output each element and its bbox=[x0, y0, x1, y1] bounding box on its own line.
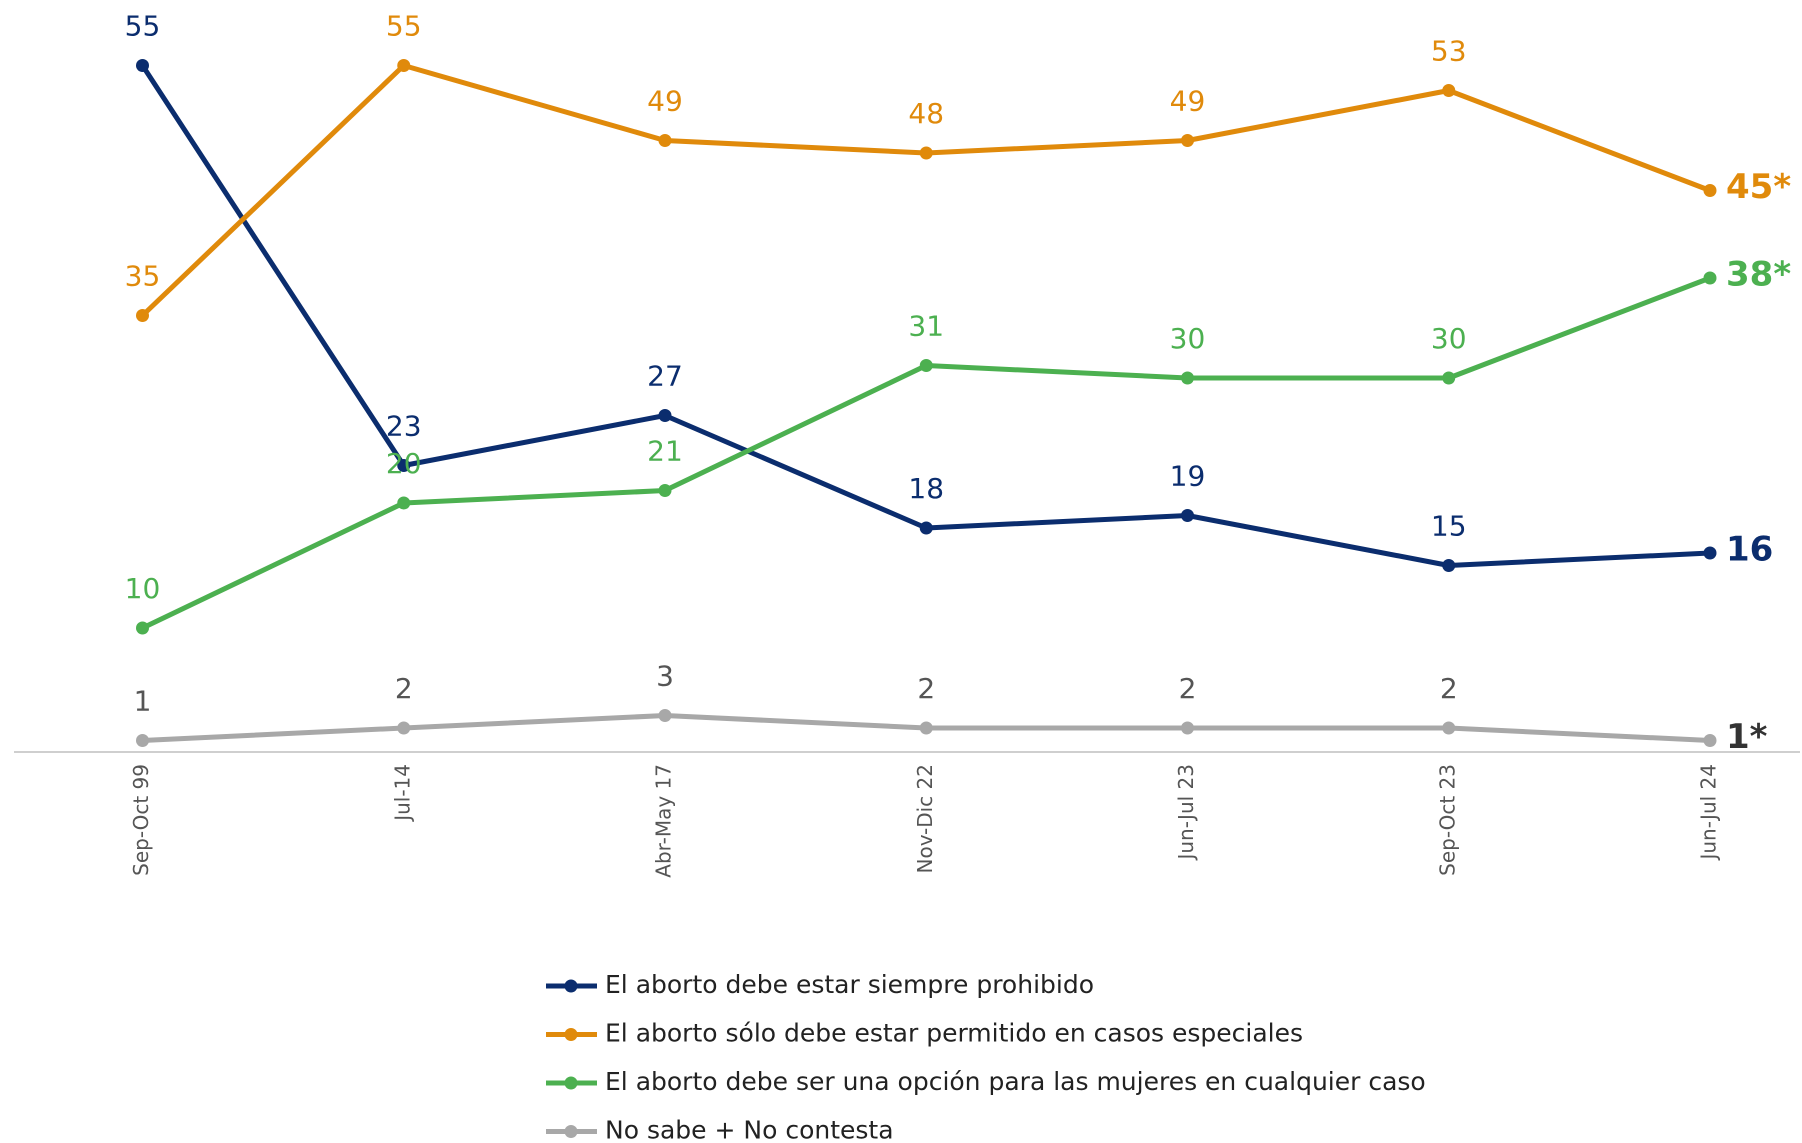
data-label: 10 bbox=[125, 572, 161, 605]
data-point bbox=[136, 734, 149, 747]
data-point bbox=[1703, 184, 1717, 197]
x-tick-label: Jul-14 bbox=[390, 764, 414, 823]
data-label: 1 bbox=[134, 685, 152, 718]
data-point bbox=[919, 359, 933, 372]
data-point bbox=[397, 496, 411, 510]
data-point bbox=[1703, 546, 1717, 560]
x-tick-label: Sep-Oct 23 bbox=[1435, 764, 1459, 876]
data-label: 21 bbox=[647, 435, 683, 468]
data-label: 27 bbox=[647, 360, 683, 393]
data-label: 55 bbox=[125, 10, 161, 43]
data-label: 2 bbox=[917, 672, 935, 705]
data-point bbox=[919, 721, 933, 735]
x-tick-label: Jun-Jul 24 bbox=[1697, 764, 1721, 862]
data-label: 23 bbox=[386, 410, 422, 443]
legend-swatch-dot bbox=[564, 979, 578, 993]
legend-swatch-dot bbox=[564, 1125, 578, 1138]
data-point bbox=[1442, 371, 1456, 385]
data-point bbox=[1703, 271, 1717, 285]
legend-swatch-dot bbox=[564, 1076, 578, 1090]
data-label: 2 bbox=[1179, 672, 1197, 705]
x-tick-label: Abr-May 17 bbox=[652, 764, 676, 878]
data-point bbox=[1442, 559, 1456, 572]
data-point bbox=[136, 309, 149, 322]
data-point bbox=[397, 459, 411, 472]
data-point bbox=[658, 709, 672, 722]
data-label: 15 bbox=[1431, 510, 1467, 543]
data-point bbox=[1181, 371, 1194, 385]
data-label: 31 bbox=[908, 310, 944, 343]
data-point bbox=[919, 146, 933, 160]
x-tick-label: Nov-Dic 22 bbox=[913, 764, 937, 873]
data-label: 1* bbox=[1726, 717, 1768, 757]
legend-swatch-dot bbox=[564, 1028, 578, 1041]
data-point bbox=[1442, 721, 1456, 735]
x-tick-label: Sep-Oct 99 bbox=[129, 764, 153, 876]
data-point bbox=[397, 721, 411, 735]
data-label: 16 bbox=[1726, 530, 1773, 570]
data-point bbox=[136, 621, 149, 635]
data-label: 20 bbox=[386, 447, 422, 480]
data-point bbox=[1703, 734, 1717, 747]
data-label: 38* bbox=[1726, 255, 1791, 295]
data-point bbox=[1181, 721, 1194, 735]
data-label: 53 bbox=[1431, 35, 1467, 68]
data-point bbox=[658, 409, 672, 422]
legend-label: No sabe + No contesta bbox=[605, 1116, 894, 1143]
x-tick-label: Jun-Jul 23 bbox=[1174, 764, 1198, 862]
data-label: 3 bbox=[656, 660, 674, 693]
legend-label: El aborto debe ser una opción para las m… bbox=[605, 1067, 1426, 1096]
data-label: 35 bbox=[125, 260, 161, 293]
data-point bbox=[1442, 84, 1456, 97]
legend-label: El aborto debe estar siempre prohibido bbox=[605, 970, 1094, 999]
data-label: 19 bbox=[1170, 460, 1206, 493]
data-point bbox=[658, 484, 672, 497]
data-label: 45* bbox=[1726, 167, 1791, 207]
data-label: 49 bbox=[647, 85, 683, 118]
data-point bbox=[397, 59, 411, 72]
data-label: 2 bbox=[1440, 672, 1458, 705]
data-point bbox=[658, 134, 672, 147]
data-label: 30 bbox=[1170, 322, 1206, 355]
data-point bbox=[1181, 509, 1194, 522]
data-label: 18 bbox=[908, 472, 944, 505]
data-label: 55 bbox=[386, 10, 422, 43]
data-point bbox=[1181, 134, 1194, 147]
data-label: 48 bbox=[908, 97, 944, 130]
data-label: 49 bbox=[1170, 85, 1206, 118]
data-point bbox=[919, 521, 933, 535]
data-point bbox=[136, 59, 149, 72]
data-label: 2 bbox=[395, 672, 413, 705]
legend-label: El aborto sólo debe estar permitido en c… bbox=[605, 1019, 1303, 1048]
data-label: 30 bbox=[1431, 322, 1467, 355]
